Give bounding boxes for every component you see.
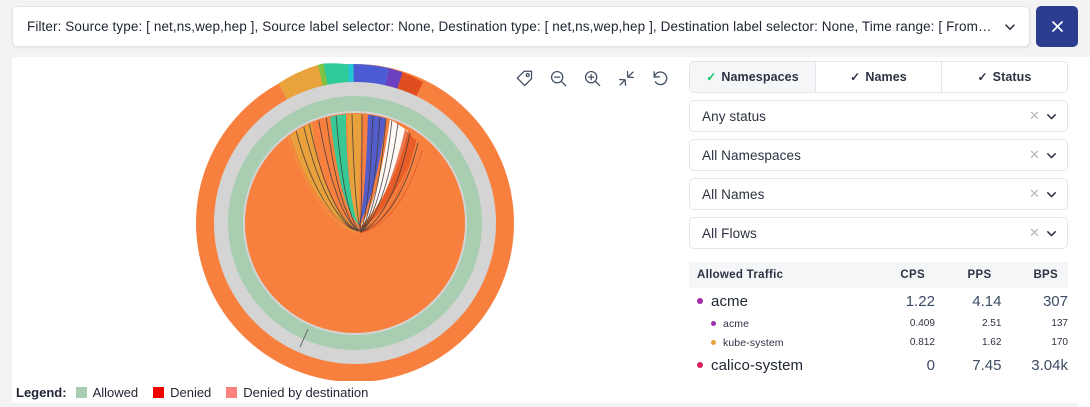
chevron-down-icon[interactable] xyxy=(1003,20,1017,34)
legend-item-denied: Denied xyxy=(153,385,211,400)
select-names-value: All Names xyxy=(702,186,765,202)
row-bps: 307 xyxy=(1042,292,1068,310)
check-icon: ✓ xyxy=(706,70,717,84)
row-pps: 4.14 xyxy=(972,292,1002,310)
row-bps: 170 xyxy=(1051,337,1068,348)
filter-bar: Filter: Source type: [ net,ns,wep,hep ],… xyxy=(0,0,1090,57)
table-row[interactable]: calico-system 0 7.45 3.04k xyxy=(689,352,1068,378)
close-icon[interactable]: ✕ xyxy=(1029,147,1040,162)
chevron-down-icon[interactable] xyxy=(1045,110,1058,123)
select-status[interactable]: Any status ✕ xyxy=(689,100,1068,132)
legend-swatch xyxy=(153,386,165,398)
tab-names-label: Names xyxy=(865,70,907,84)
row-cps: 1.22 xyxy=(905,292,935,310)
row-bps: 3.04k xyxy=(1031,356,1068,374)
tab-names[interactable]: ✓ Names xyxy=(816,62,942,92)
legend-label: Allowed xyxy=(92,384,139,400)
col-bps[interactable]: BPS xyxy=(1001,262,1068,288)
entity-tabs: ✓ Namespaces ✓ Names ✓ Status xyxy=(689,61,1068,93)
row-pps: 2.51 xyxy=(981,318,1002,329)
select-flows[interactable]: All Flows ✕ xyxy=(689,217,1068,249)
table-row[interactable]: acme 0.409 2.51 137 xyxy=(689,314,1068,333)
col-pps[interactable]: PPS xyxy=(934,262,1002,288)
row-cps: 0.409 xyxy=(909,318,935,329)
row-label: acme xyxy=(723,317,750,330)
row-pps: 1.62 xyxy=(981,337,1002,348)
legend-label: Denied by destination xyxy=(243,384,369,400)
col-allowed-traffic[interactable]: Allowed Traffic xyxy=(689,262,869,288)
chevron-down-icon[interactable] xyxy=(1045,149,1058,162)
filter-text: Filter: Source type: [ net,ns,wep,hep ],… xyxy=(27,19,995,34)
close-button[interactable] xyxy=(1036,6,1078,47)
legend-title: Legend: xyxy=(16,384,67,400)
row-bps: 137 xyxy=(1051,318,1068,329)
close-icon xyxy=(1051,21,1063,32)
legend-label: Denied xyxy=(170,384,212,400)
row-cps: 0 xyxy=(926,356,935,374)
graph-toolbar xyxy=(513,67,671,89)
legend-swatch xyxy=(226,386,238,398)
legend-item-allowed: Allowed xyxy=(75,384,139,400)
tab-status[interactable]: ✓ Status xyxy=(942,62,1067,92)
col-cps[interactable]: CPS xyxy=(868,262,935,288)
tab-namespaces[interactable]: ✓ Namespaces xyxy=(690,62,816,92)
status-dot xyxy=(697,298,703,304)
tab-status-label: Status xyxy=(992,70,1032,84)
check-icon: ✓ xyxy=(850,70,861,84)
row-label: acme xyxy=(711,292,749,310)
select-names[interactable]: All Names ✕ xyxy=(689,178,1068,210)
status-dot xyxy=(711,321,716,326)
chord-diagram[interactable] xyxy=(190,57,520,381)
side-panel: ✓ Namespaces ✓ Names ✓ Status Any status… xyxy=(685,57,1078,399)
select-namespaces[interactable]: All Namespaces ✕ xyxy=(689,139,1068,171)
close-icon[interactable]: ✕ xyxy=(1029,108,1040,123)
legend: Legend: Allowed Denied Denied by destina… xyxy=(12,381,1078,403)
chevron-down-icon[interactable] xyxy=(1045,227,1058,240)
row-label: kube-system xyxy=(723,336,784,349)
filter-input[interactable]: Filter: Source type: [ net,ns,wep,hep ],… xyxy=(12,6,1031,47)
select-namespaces-value: All Namespaces xyxy=(702,147,801,163)
close-icon[interactable]: ✕ xyxy=(1029,186,1040,201)
table-header-row: Allowed Traffic CPS PPS BPS xyxy=(689,262,1068,288)
close-icon[interactable]: ✕ xyxy=(1029,225,1040,240)
right-gutter xyxy=(1078,57,1090,407)
main-card: ✓ Namespaces ✓ Names ✓ Status Any status… xyxy=(12,57,1078,399)
chevron-down-icon[interactable] xyxy=(1045,188,1058,201)
select-flows-value: All Flows xyxy=(702,225,757,241)
graph-pane xyxy=(12,57,685,399)
zoom-in-icon[interactable] xyxy=(581,67,603,89)
tag-icon[interactable] xyxy=(513,67,535,89)
legend-item-denied-by-destination: Denied by destination xyxy=(226,385,368,400)
row-label: calico-system xyxy=(711,356,804,374)
row-cps: 0.812 xyxy=(909,337,935,348)
table-row[interactable]: kube-system 0.812 1.62 170 xyxy=(689,333,1068,352)
zoom-out-icon[interactable] xyxy=(547,67,569,89)
status-dot xyxy=(697,362,703,368)
tab-namespaces-label: Namespaces xyxy=(721,70,799,84)
reset-icon[interactable] xyxy=(649,67,671,89)
row-pps: 7.45 xyxy=(972,356,1002,374)
legend-swatch xyxy=(75,386,87,398)
check-icon: ✓ xyxy=(977,70,988,84)
select-status-value: Any status xyxy=(702,108,767,124)
allowed-traffic-table: Allowed Traffic CPS PPS BPS acme 1.22 4.… xyxy=(689,262,1068,378)
collapse-icon[interactable] xyxy=(615,67,637,89)
status-dot xyxy=(711,340,716,345)
table-row[interactable]: acme 1.22 4.14 307 xyxy=(689,288,1068,314)
